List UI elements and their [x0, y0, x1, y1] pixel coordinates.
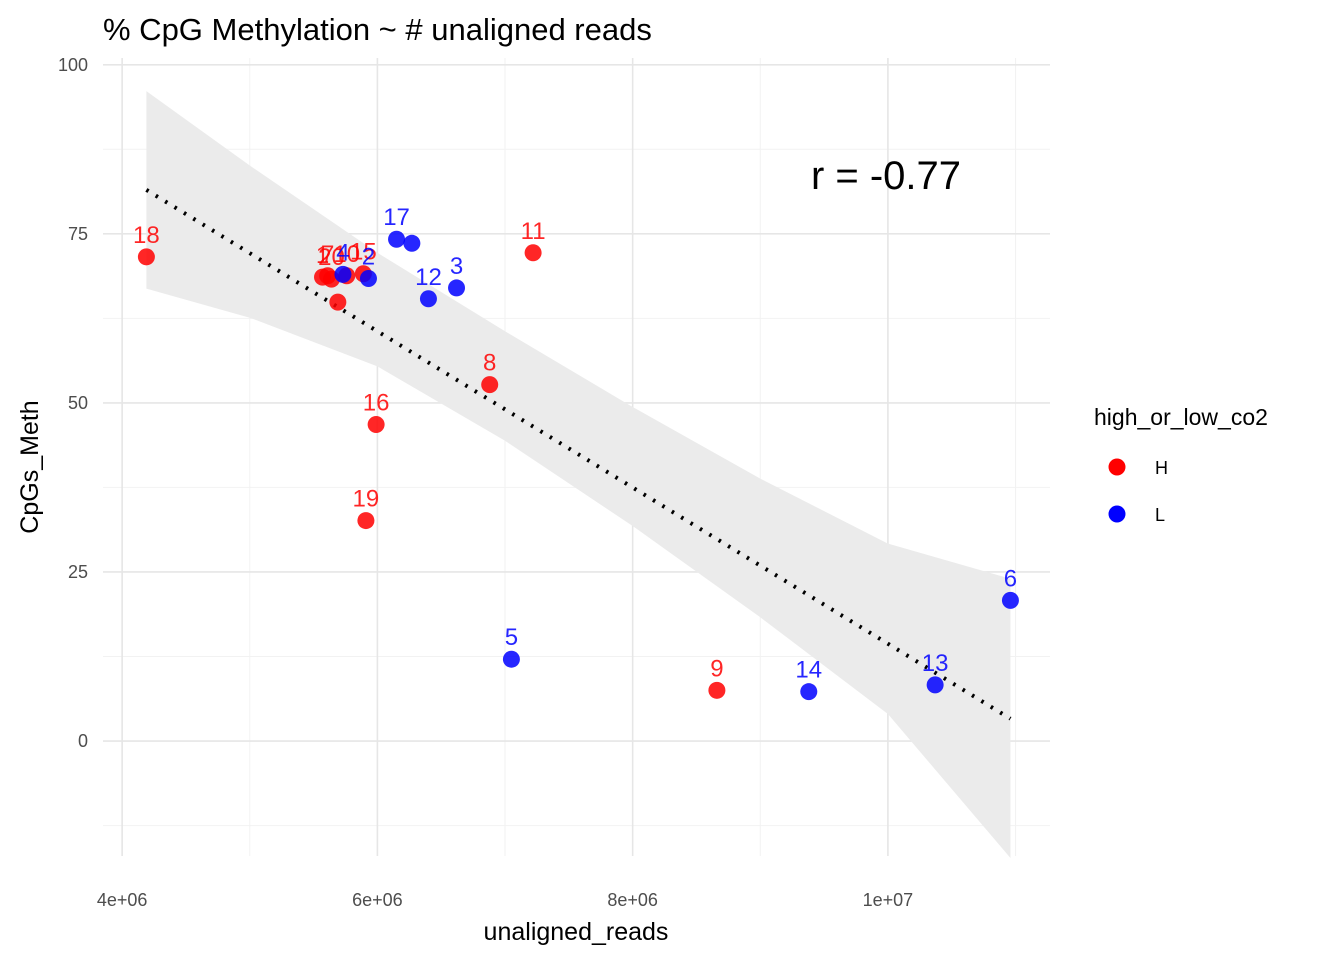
point-label: 18 [133, 222, 160, 249]
minor-gridlines [103, 58, 1050, 856]
legend-key-l [1108, 505, 1126, 523]
x-axis-title: unaligned_reads [484, 918, 669, 946]
legend-label-h: H [1155, 458, 1168, 478]
point-label: 13 [922, 650, 949, 677]
y-tick-labels: 0 25 50 75 100 [58, 55, 88, 751]
point-label: 9 [710, 655, 723, 682]
y-tick-label: 50 [68, 393, 88, 413]
fit-line [145, 188, 1012, 721]
data-point [137, 248, 155, 266]
fit-line-layer [145, 188, 1012, 721]
x-tick-labels: 4e+06 6e+06 8e+06 1e+07 [97, 890, 913, 910]
point-label: 1 [316, 242, 329, 269]
correlation-annotation: r = -0.77 [811, 154, 961, 198]
point-label: 2 [362, 243, 375, 270]
point-label: 10 [333, 241, 360, 268]
data-point [524, 244, 542, 262]
point-label: 8 [483, 350, 496, 377]
point-label: 17 [383, 204, 410, 231]
point-label: 12 [415, 264, 442, 291]
y-tick-label: 100 [58, 55, 88, 75]
data-point [388, 230, 406, 248]
data-point [357, 512, 375, 530]
x-tick-label: 6e+06 [352, 890, 403, 910]
data-point [448, 279, 466, 297]
point-label: 7 [321, 241, 334, 268]
legend-title: high_or_low_co2 [1094, 404, 1268, 430]
points-layer [137, 230, 1019, 701]
chart-title: % CpG Methylation ~ # unaligned reads [103, 12, 652, 47]
data-point [419, 290, 437, 308]
point-label: 20 [318, 244, 345, 271]
data-point [359, 269, 377, 287]
y-tick-label: 0 [78, 731, 88, 751]
y-tick-label: 75 [68, 224, 88, 244]
point-label: 16 [363, 390, 390, 417]
x-tick-label: 1e+07 [863, 890, 914, 910]
confidence-band-layer [146, 91, 1011, 859]
point-label: 6 [1004, 565, 1017, 592]
point-label: 3 [450, 253, 463, 280]
legend-label-l: L [1155, 505, 1165, 525]
data-point [502, 650, 520, 668]
legend: high_or_low_co2 HL [1094, 404, 1268, 525]
data-point [319, 267, 337, 285]
data-point [481, 376, 499, 394]
x-tick-label: 8e+06 [607, 890, 658, 910]
y-tick-label: 25 [68, 562, 88, 582]
point-label: 11 [521, 218, 546, 245]
data-point [1001, 591, 1019, 609]
data-point [367, 416, 385, 434]
data-point [334, 265, 352, 283]
major-gridlines [103, 58, 1050, 856]
point-label: 5 [505, 624, 518, 651]
data-point [403, 234, 421, 252]
confidence-band [146, 91, 1011, 859]
x-tick-label: 4e+06 [97, 890, 148, 910]
y-axis-title: CpGs_Meth [16, 400, 44, 533]
data-point [708, 681, 726, 699]
point-label: 14 [795, 657, 822, 684]
point-label: 19 [353, 486, 380, 513]
data-point [926, 676, 944, 694]
point-label: 15 [350, 239, 377, 266]
legend-items: HL [1108, 458, 1168, 525]
point-label: 4 [336, 239, 349, 266]
data-point [329, 293, 347, 311]
legend-key-h [1108, 458, 1126, 476]
data-point [800, 683, 818, 701]
